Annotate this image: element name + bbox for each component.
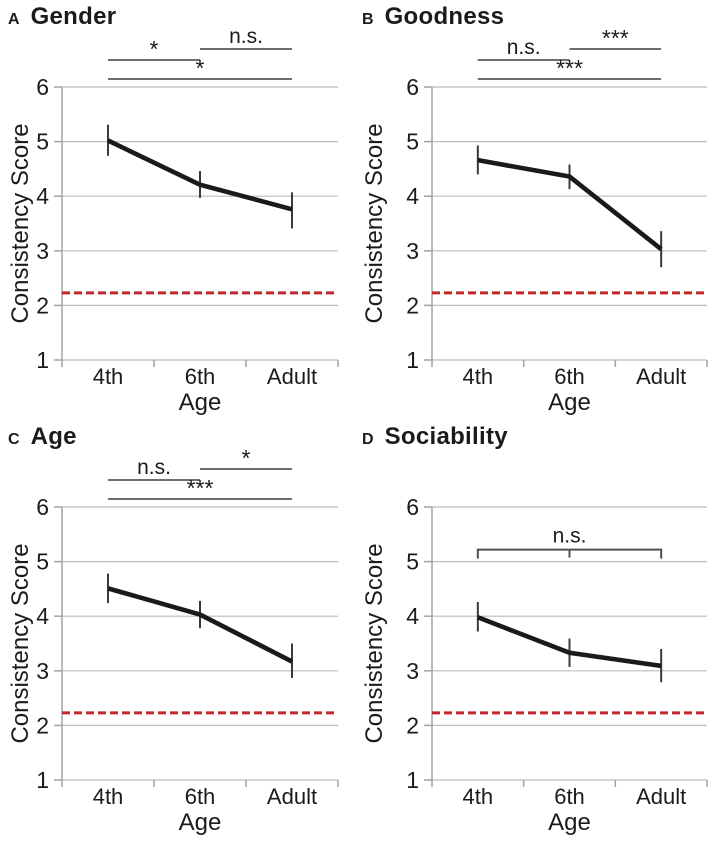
x-axis-title: Age xyxy=(548,389,591,416)
panel-b-goodness: B Goodness 1 2 3 4 5 6 4th 6th Adult Age Consisten… xyxy=(354,0,708,420)
x-category-label: Adult xyxy=(267,364,317,389)
y-tick-label: 4 xyxy=(406,183,419,209)
y-tick-label: 3 xyxy=(36,658,49,684)
sig-label: n.s. xyxy=(553,525,587,548)
y-tick-label: 4 xyxy=(406,603,419,629)
x-axis-title: Age xyxy=(179,389,222,416)
chart-sociability: 1 2 3 4 5 6 4th 6th Adult Age Consistency Score n.s… xyxy=(361,494,708,836)
sig-label: *** xyxy=(187,475,214,501)
y-tick-label: 6 xyxy=(406,74,419,100)
x-category-label: 4th xyxy=(93,784,124,809)
y-tick-label: 4 xyxy=(36,603,49,629)
x-axis-title: Age xyxy=(179,809,222,836)
panel-d-sociability: D Sociability 1 2 3 4 5 6 4th 6th Adult Age Consis… xyxy=(354,420,708,841)
series-line xyxy=(107,586,294,664)
y-tick-label: 6 xyxy=(36,74,49,100)
x-category-label: 4th xyxy=(93,364,124,389)
panel-title: B Goodness xyxy=(362,3,504,31)
y-tick-label: 1 xyxy=(36,347,49,373)
series-line xyxy=(477,157,663,251)
y-tick-label: 1 xyxy=(406,767,419,793)
sig-label: n.s. xyxy=(507,36,541,59)
y-tick-label: 5 xyxy=(36,549,49,575)
sig-label: * xyxy=(196,55,205,81)
x-category-label: 6th xyxy=(185,784,216,809)
x-axis-title: Age xyxy=(548,809,591,836)
y-tick-label: 2 xyxy=(406,292,419,318)
series-line xyxy=(477,615,662,669)
panel-name: Sociability xyxy=(384,423,508,450)
sig-label: *** xyxy=(556,55,583,81)
x-category-label: 6th xyxy=(554,784,585,809)
panel-title: C Age xyxy=(8,423,77,451)
y-tick-label: 6 xyxy=(406,494,419,520)
panel-c-age: C Age 1 2 3 4 5 6 4th 6th Adult Age Consistency Sc… xyxy=(0,420,354,841)
y-tick-label: 5 xyxy=(36,129,49,155)
sig-label: * xyxy=(242,445,251,471)
panel-a-gender: A Gender 1 2 3 4 5 6 4th 6th Adult Age Consistency… xyxy=(0,0,354,420)
y-tick-label: 5 xyxy=(406,549,419,575)
chart-gender: 1 2 3 4 5 6 4th 6th Adult Age Consistency Score * n.… xyxy=(7,25,339,416)
y-axis-title: Consistency Score xyxy=(7,543,34,743)
panel-letter: D xyxy=(362,431,374,448)
x-category-label: 6th xyxy=(554,364,585,389)
sig-label: n.s. xyxy=(229,25,263,48)
y-tick-label: 5 xyxy=(406,129,419,155)
sig-label: * xyxy=(150,36,159,62)
y-axis-title: Consistency Score xyxy=(361,123,388,323)
x-category-label: 4th xyxy=(463,364,494,389)
y-tick-label: 3 xyxy=(36,238,49,264)
panel-title: D Sociability xyxy=(362,423,508,451)
series-line xyxy=(107,138,293,212)
chart-goodness: 1 2 3 4 5 6 4th 6th Adult Age Consistency Score n.s… xyxy=(361,25,708,416)
y-tick-label: 6 xyxy=(36,494,49,520)
y-tick-label: 2 xyxy=(36,712,49,738)
x-category-label: Adult xyxy=(267,784,317,809)
panel-name: Gender xyxy=(30,3,117,30)
chart-age: 1 2 3 4 5 6 4th 6th Adult Age Consistency Score n.s… xyxy=(7,445,339,836)
sig-label: *** xyxy=(602,25,629,51)
panel-letter: C xyxy=(8,431,20,448)
y-axis-title: Consistency Score xyxy=(361,543,388,743)
y-tick-label: 3 xyxy=(406,238,419,264)
panel-letter: B xyxy=(362,11,374,28)
panel-name: Age xyxy=(30,423,77,450)
x-category-label: Adult xyxy=(636,364,686,389)
y-tick-label: 1 xyxy=(36,767,49,793)
x-category-label: 4th xyxy=(463,784,494,809)
x-category-label: 6th xyxy=(185,364,216,389)
y-axis-title: Consistency Score xyxy=(7,123,34,323)
y-tick-label: 4 xyxy=(36,183,49,209)
panel-title: A Gender xyxy=(8,3,116,31)
y-tick-label: 2 xyxy=(406,712,419,738)
x-category-label: Adult xyxy=(636,784,686,809)
sig-label: n.s. xyxy=(137,456,171,479)
panel-letter: A xyxy=(8,11,20,28)
y-tick-label: 1 xyxy=(406,347,419,373)
y-tick-label: 3 xyxy=(406,658,419,684)
panel-name: Goodness xyxy=(384,3,505,30)
y-tick-label: 2 xyxy=(36,292,49,318)
